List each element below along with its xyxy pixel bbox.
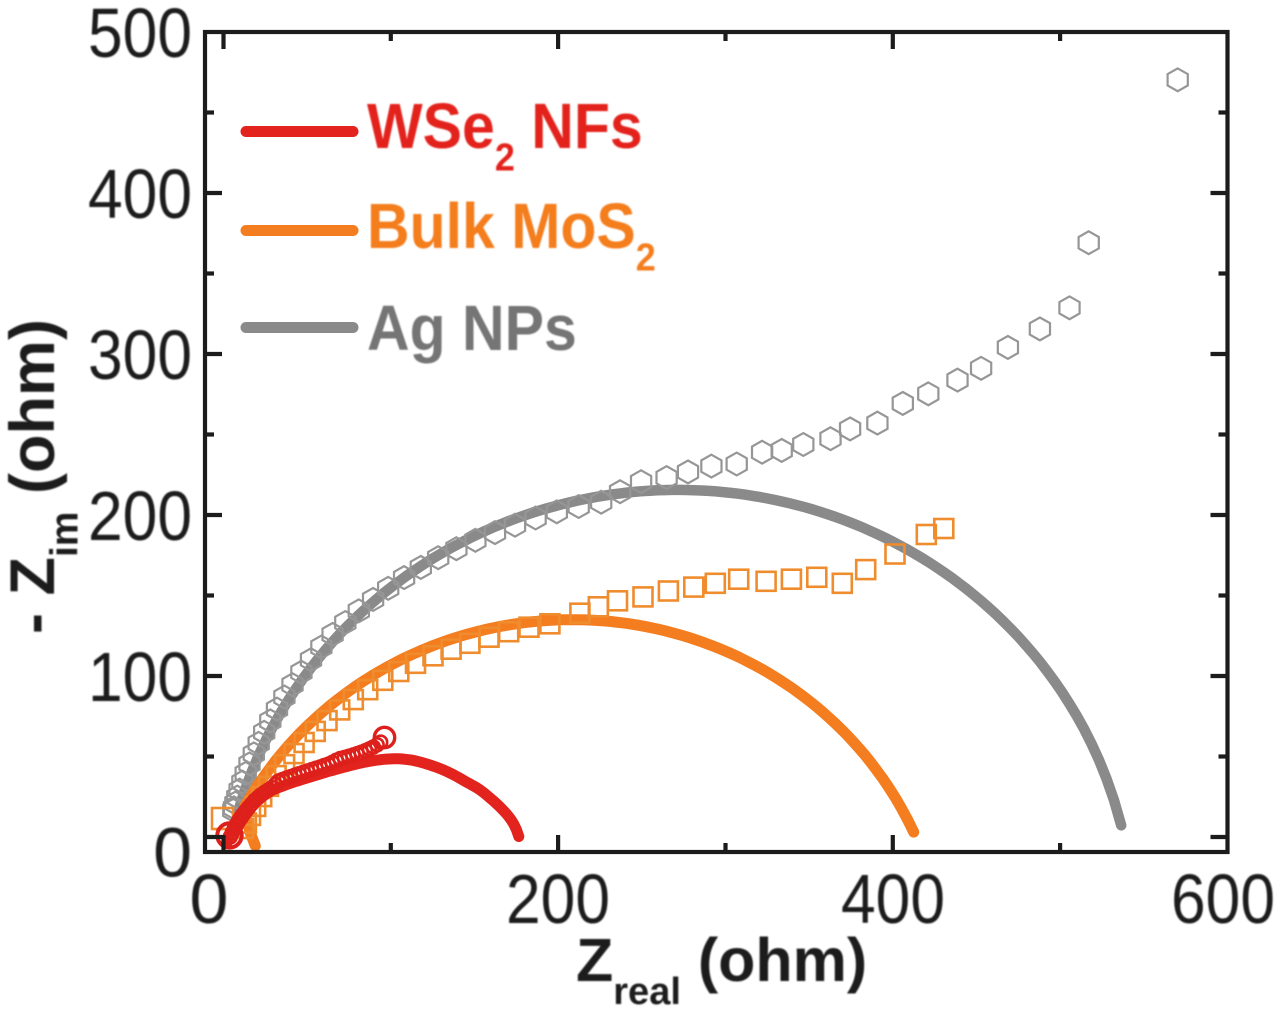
svg-text:400: 400 xyxy=(88,155,192,233)
svg-text:600: 600 xyxy=(1171,860,1275,938)
svg-text:100: 100 xyxy=(88,638,192,716)
svg-text:500: 500 xyxy=(88,0,192,72)
svg-text:300: 300 xyxy=(88,316,192,394)
svg-text:0: 0 xyxy=(153,813,192,891)
svg-text:200: 200 xyxy=(88,477,192,555)
svg-text:400: 400 xyxy=(841,860,945,938)
svg-text:Ag NPs: Ag NPs xyxy=(367,293,577,365)
svg-text:200: 200 xyxy=(506,860,610,938)
svg-text:0: 0 xyxy=(190,860,229,938)
